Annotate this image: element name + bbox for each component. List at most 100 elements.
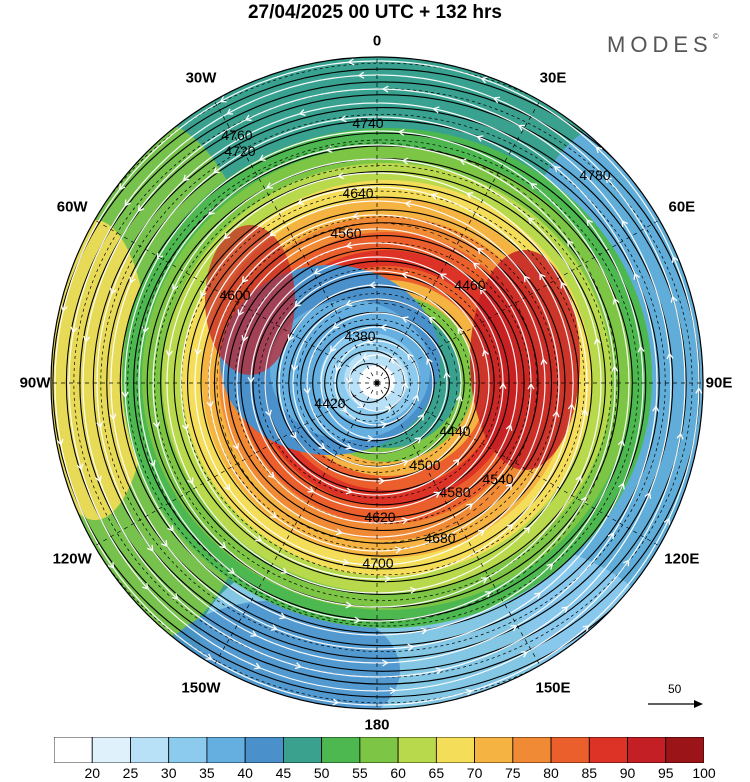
streamline-arrowhead <box>307 486 315 493</box>
streamline-arrowhead <box>561 606 569 613</box>
streamline-arrowhead <box>142 583 149 590</box>
streamline-arrowhead <box>241 276 249 284</box>
streamline-arrowhead <box>129 276 136 284</box>
streamline-arrowhead <box>258 154 266 161</box>
streamline-arrowhead <box>527 217 535 225</box>
streamline-arrowhead <box>342 228 350 236</box>
longitude-label: 90W <box>19 374 51 392</box>
streamline <box>138 144 616 622</box>
meridian <box>213 100 378 384</box>
streamline-arrowhead <box>232 442 239 450</box>
streamline-arrowhead <box>339 115 347 123</box>
streamline-arrowhead <box>530 182 538 190</box>
streamline-arrowhead <box>247 376 255 384</box>
streamline-arrowhead <box>124 199 131 207</box>
colorbar-swatch <box>435 737 475 763</box>
streamline-arrowhead <box>294 300 302 308</box>
longitude-label: 150E <box>535 679 571 697</box>
reference-arrowhead <box>694 700 703 708</box>
colorbar-tick-label: 25 <box>122 765 139 781</box>
colorbar-swatch <box>54 737 93 763</box>
contour-label: 4420 <box>314 395 345 411</box>
colorbar-tick-label: 55 <box>352 765 368 781</box>
streamline-arrowhead <box>337 172 345 180</box>
streamline-arrowhead <box>241 335 249 343</box>
streamline-arrowhead <box>345 487 353 495</box>
contour-label: 4760 <box>221 127 252 143</box>
streamline-arrowhead <box>666 352 674 360</box>
streamline-arrowhead <box>296 198 304 205</box>
streamline-arrowhead <box>527 382 535 390</box>
longitude-label: 90E <box>705 374 733 392</box>
streamline-arrowhead <box>552 410 560 418</box>
contour-label: 4380 <box>344 328 375 344</box>
streamline-arrowhead <box>321 401 328 409</box>
streamline-arrowhead <box>270 624 278 631</box>
streamline-arrowhead <box>266 182 274 189</box>
streamline-arrowhead <box>520 651 528 658</box>
colorbar-swatch <box>627 737 667 763</box>
streamline-arrowhead <box>380 323 387 332</box>
streamline-arrowhead <box>420 627 428 635</box>
contour-labels: 4380 4420 4440 4460 4500 4540 4560 4580 4600 4620… <box>219 115 610 571</box>
parallel <box>296 302 458 464</box>
streamline-arrowhead <box>340 405 348 413</box>
colorbar-swatch <box>244 737 284 763</box>
colorbar-tick-label: 45 <box>275 765 292 781</box>
streamline-arrowhead <box>480 76 488 84</box>
streamline-arrowhead <box>412 394 420 402</box>
streamline-arrowhead <box>452 458 460 466</box>
streamline-arrowhead <box>345 241 353 249</box>
height-contour <box>52 68 703 698</box>
streamline-arrowhead <box>432 106 440 114</box>
colorbar-tick-label: 60 <box>390 765 406 781</box>
streamline-arrowhead <box>357 71 365 79</box>
streamline-arrowhead <box>676 432 684 440</box>
colorbar-tick-label: 95 <box>657 765 674 781</box>
streamline-arrowhead <box>575 475 582 483</box>
contour-label: 4600 <box>219 287 250 303</box>
streamline-arrowhead <box>318 442 326 450</box>
streamline-arrowhead <box>465 688 473 696</box>
streamline-arrowhead <box>303 387 311 395</box>
streamline-arrowhead <box>279 612 287 620</box>
parallel <box>136 142 618 624</box>
colorbar-tick-label: 80 <box>543 765 559 781</box>
streamline-arrowhead <box>171 593 179 600</box>
streamline-arrowhead <box>250 630 258 637</box>
streamline-arrowhead <box>152 421 160 429</box>
streamline-arrowhead <box>401 157 409 165</box>
streamline-arrowhead <box>459 424 467 432</box>
streamline-arrowhead <box>161 540 168 548</box>
streamline-arrowhead <box>553 165 561 173</box>
streamline-arrowhead <box>581 408 589 416</box>
streamline-arrowhead <box>182 174 190 182</box>
streamline-arrowhead <box>395 546 402 554</box>
streamline-arrowhead <box>109 287 117 295</box>
streamline-arrowhead <box>567 239 574 247</box>
colorbar-tick-label: 30 <box>160 765 177 781</box>
streamline-arrowhead <box>523 275 531 283</box>
streamline-arrowhead <box>182 423 189 431</box>
colorbar-tick-label: 85 <box>581 765 598 781</box>
streamline-arrowhead <box>334 364 342 372</box>
streamline-arrowhead <box>335 528 343 536</box>
contour-label: 4780 <box>579 167 610 183</box>
streamline-arrowhead <box>118 183 126 191</box>
contour-label: 4740 <box>352 115 383 131</box>
contour-label: 4580 <box>439 484 470 500</box>
streamline-arrowhead <box>621 220 628 227</box>
longitude-label: 150W <box>181 679 221 697</box>
streamline-arrowhead <box>212 167 220 174</box>
streamline-arrowhead <box>255 535 263 542</box>
streamline-arrowhead <box>546 563 554 570</box>
colorbar-tick-label: 90 <box>619 765 636 781</box>
meridian <box>376 219 660 384</box>
streamline-arrowhead <box>406 353 414 361</box>
streamline-arrowhead <box>404 200 412 208</box>
streamline-arrowhead <box>476 135 484 142</box>
streamline-arrowhead <box>330 345 337 353</box>
streamline-arrowhead <box>397 128 405 136</box>
longitude-label: 120E <box>664 550 700 568</box>
streamline-arrowhead <box>380 421 388 429</box>
